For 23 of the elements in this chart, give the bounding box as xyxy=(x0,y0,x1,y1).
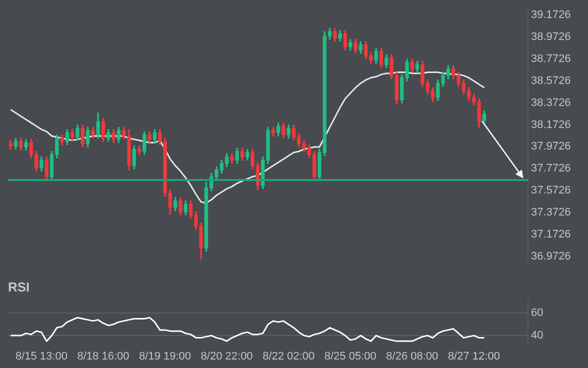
x-tick-label: 8/18 16:00 xyxy=(77,350,130,362)
x-tick-label: 8/27 12:00 xyxy=(448,350,500,362)
y-tick-label: 39.1726 xyxy=(531,8,571,21)
chart-title: RSI xyxy=(8,279,30,294)
y-tick-label: 38.3726 xyxy=(531,96,571,109)
x-tick-label: 8/25 05:00 xyxy=(324,350,376,362)
y-tick-label: 37.1726 xyxy=(531,228,571,241)
y-tick-label: 37.3726 xyxy=(531,206,571,219)
x-tick-label: 8/20 22:00 xyxy=(200,350,253,362)
y-tick-label: 37.9726 xyxy=(531,140,571,153)
x-tick-label: 8/22 02:00 xyxy=(262,350,315,362)
y-tick-label: 37.5726 xyxy=(531,184,571,197)
x-tick-label: 8/19 19:00 xyxy=(139,350,192,362)
x-tick-label: 8/26 08:00 xyxy=(386,350,438,362)
y-tick-label: 38.1726 xyxy=(531,118,571,131)
y-tick-label: 36.9726 xyxy=(531,250,571,263)
x-tick-label: 8/15 13:00 xyxy=(15,350,68,362)
y-tick-label: 38.5726 xyxy=(531,74,571,87)
y-tick-label: 38.9726 xyxy=(531,30,571,43)
y-tick-label: 37.7726 xyxy=(531,162,571,175)
y-tick-label: 38.7726 xyxy=(531,52,571,65)
y-tick-label: 60 xyxy=(531,307,544,320)
y-tick-label: 40 xyxy=(531,330,544,342)
